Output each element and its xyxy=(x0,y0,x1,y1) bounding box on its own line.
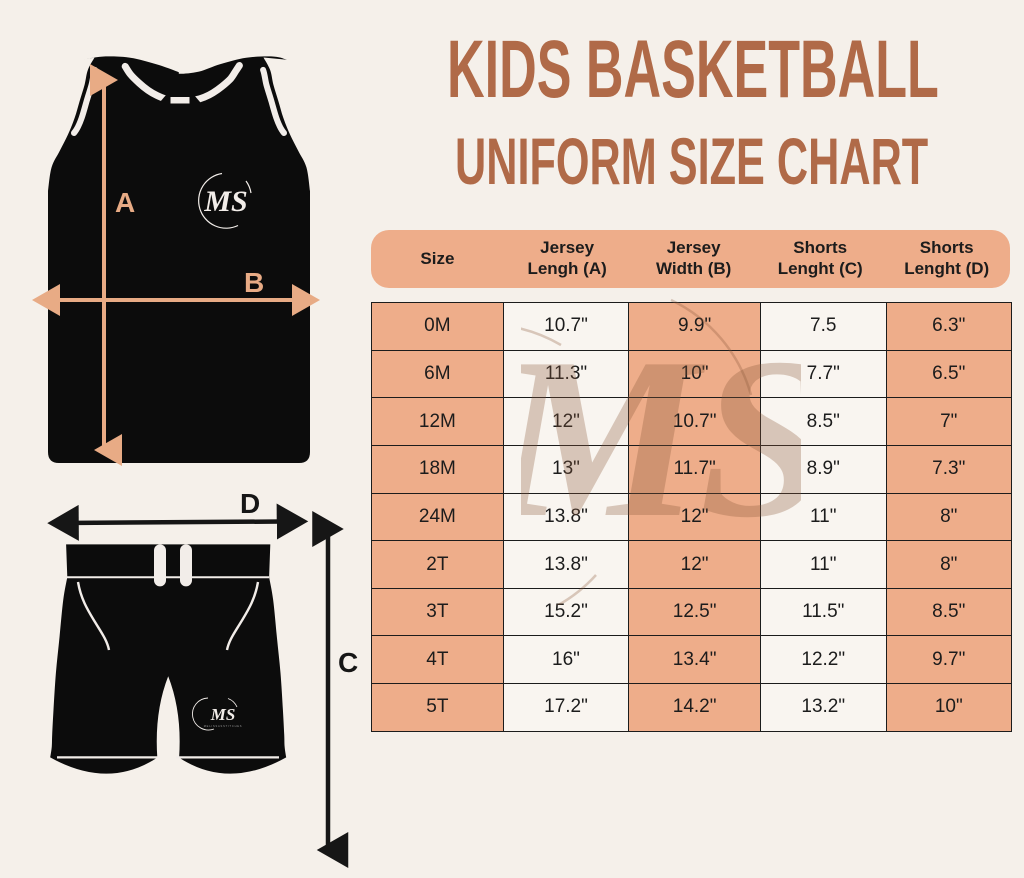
svg-text:C: C xyxy=(338,647,358,678)
svg-text:D: D xyxy=(240,488,260,519)
svg-text:A: A xyxy=(115,187,135,218)
svg-text:B: B xyxy=(244,267,264,298)
svg-text:MELISSASSTITCHES: MELISSASSTITCHES xyxy=(204,724,243,728)
svg-text:MS: MS xyxy=(210,705,236,724)
